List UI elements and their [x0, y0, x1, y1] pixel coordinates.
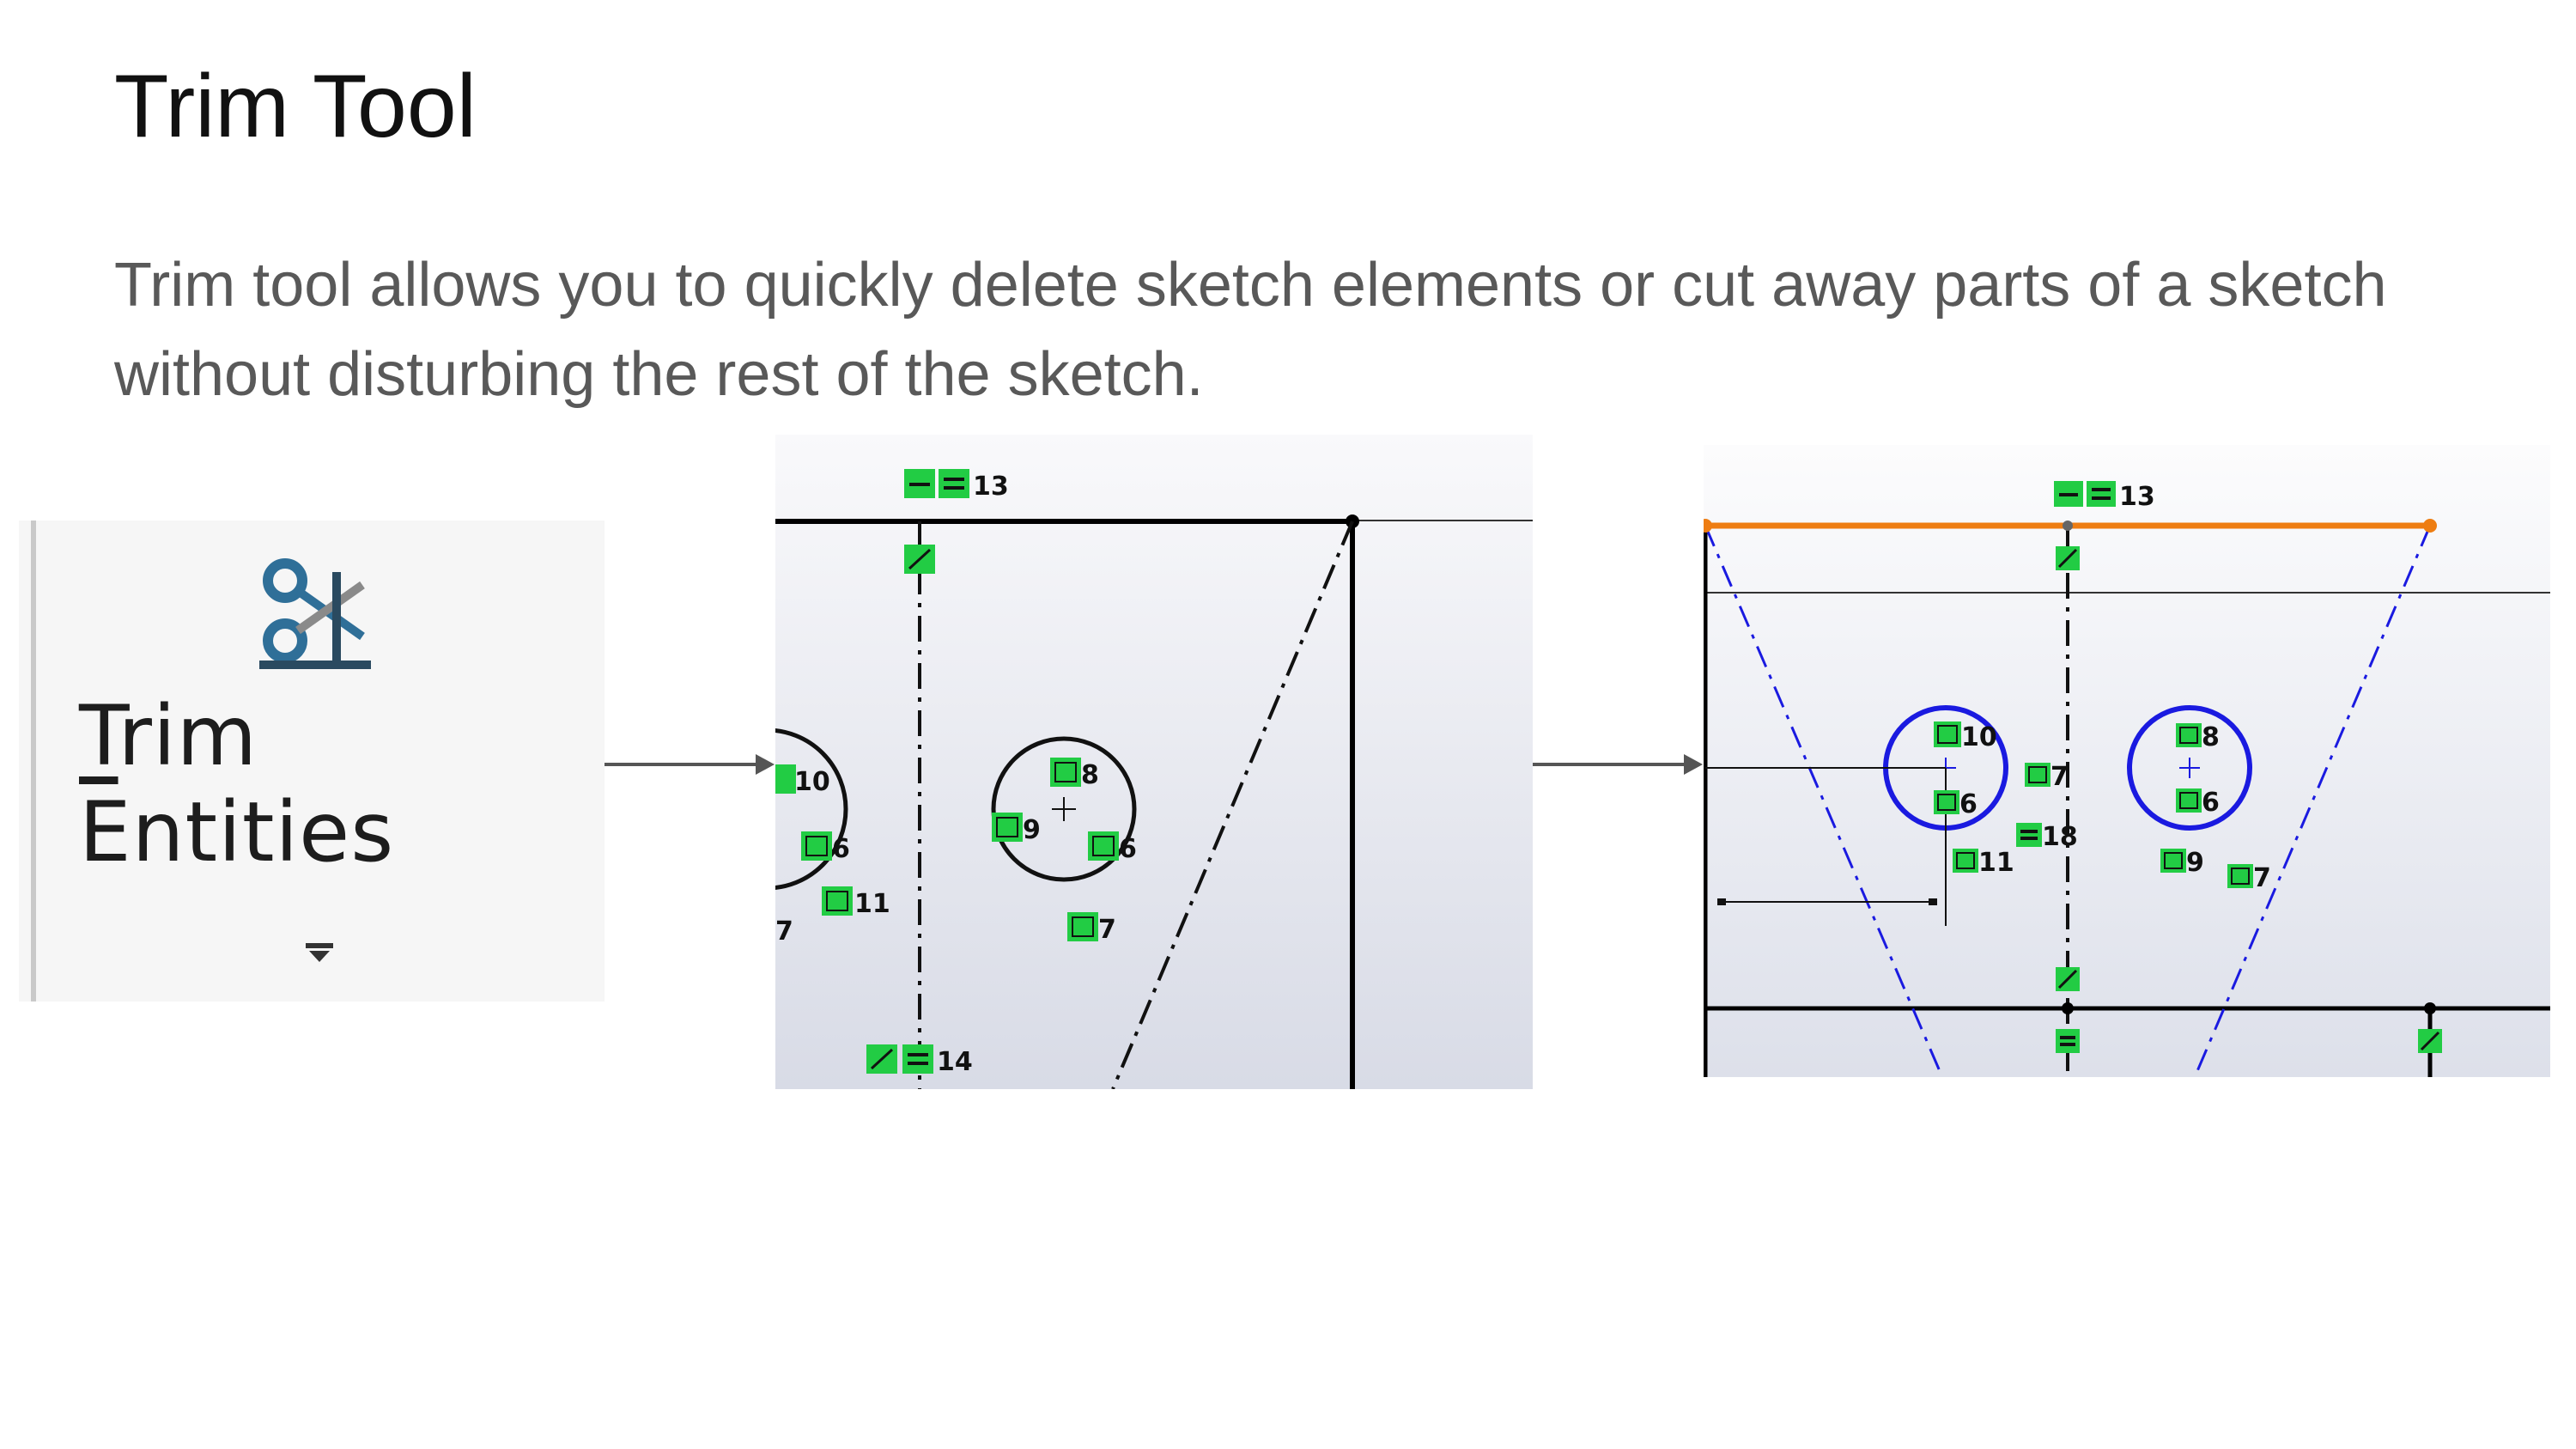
relation-label: 6 [2202, 788, 2220, 818]
relation-label: 6 [832, 834, 850, 864]
relation-label: 6 [1959, 789, 1978, 819]
slide-body-text: Trim tool allows you to quickly delete s… [114, 251, 2387, 409]
diagonal-centerline [1111, 521, 1354, 1089]
relation-11[interactable]: 11 [822, 886, 890, 919]
relation-label: 14 [937, 1047, 973, 1077]
circle-right [2127, 705, 2252, 831]
relation-8[interactable]: 8 [2176, 722, 2220, 752]
relation-label: 9 [1023, 815, 1041, 845]
trim-entities-button[interactable]: Trim Entities [19, 521, 605, 1002]
relation-label: 7 [775, 916, 793, 947]
relation-label: 9 [2186, 848, 2204, 878]
relation-13[interactable]: 13 [2054, 481, 2155, 512]
relation-label: 11 [1978, 848, 2014, 878]
relation-equal-bottom[interactable] [2056, 1029, 2080, 1053]
relation-label: 11 [854, 889, 890, 919]
relation-6a[interactable]: 6 [801, 831, 850, 864]
relation-18[interactable]: 18 [2016, 822, 2078, 852]
sketch-after-canvas: 13 10 7 6 18 11 [1704, 445, 2550, 1077]
sketch-before-canvas: 13 10 6 11 7 8 9 [775, 435, 1533, 1089]
flow-arrow [605, 754, 775, 775]
label-rest: rim Entities [79, 688, 395, 880]
relation-6b[interactable]: 6 [1088, 831, 1137, 864]
relation-label: 8 [2202, 722, 2220, 752]
relation-label: 10 [1961, 722, 1997, 752]
relation-label: 8 [1081, 760, 1099, 790]
relation-10[interactable]: 10 [775, 764, 830, 797]
relation-label: 7 [2253, 863, 2271, 893]
relation-10[interactable]: 10 [1934, 721, 1997, 752]
relation-coincident[interactable] [904, 545, 935, 574]
relation-7b[interactable]: 7 [1067, 912, 1116, 945]
label-mnemonic: T [79, 688, 118, 784]
flow-arrow [1533, 754, 1703, 775]
relation-label: 6 [1119, 834, 1137, 864]
relation-8[interactable]: 8 [1050, 758, 1099, 790]
circle-right [991, 736, 1137, 882]
relation-6a[interactable]: 6 [1934, 789, 1978, 819]
relation-7a[interactable]: 7 [2025, 762, 2069, 792]
relation-13[interactable]: 13 [904, 469, 1009, 502]
relation-6b[interactable]: 6 [2176, 788, 2220, 818]
trim-entities-label: Trim Entities [79, 688, 594, 880]
relation-label: 13 [973, 472, 1009, 502]
relation-9[interactable]: 9 [992, 813, 1041, 845]
circle-left [775, 728, 848, 890]
relation-9[interactable]: 9 [2160, 848, 2204, 878]
relation-label: 10 [794, 767, 830, 797]
relation-coincident[interactable] [2056, 546, 2080, 570]
relation-7b[interactable]: 7 [2227, 863, 2271, 893]
relation-coincident-mid[interactable] [2056, 967, 2080, 991]
relation-7a[interactable]: 7 [775, 916, 793, 947]
sketch-after-trim: 13 10 7 6 18 11 [1704, 445, 2550, 1077]
toolbar-divider [31, 521, 36, 1002]
slide-title: Trim Tool [114, 57, 477, 156]
construction-diagonal-left [1704, 525, 1944, 1077]
relation-11[interactable]: 11 [1953, 848, 2014, 878]
relation-14[interactable]: 14 [866, 1044, 973, 1077]
construction-diagonal-right [2193, 525, 2432, 1077]
relation-label: 7 [2050, 762, 2069, 792]
scissors-trim-icon [259, 558, 371, 669]
sketch-before-trim: 13 10 6 11 7 8 9 [775, 435, 1533, 1089]
relation-label: 13 [2119, 482, 2155, 512]
relation-label: 18 [2042, 822, 2078, 852]
dropdown-arrow-icon[interactable] [302, 941, 337, 967]
relation-coincident-corner[interactable] [2418, 1029, 2442, 1053]
relation-label: 7 [1098, 915, 1116, 945]
